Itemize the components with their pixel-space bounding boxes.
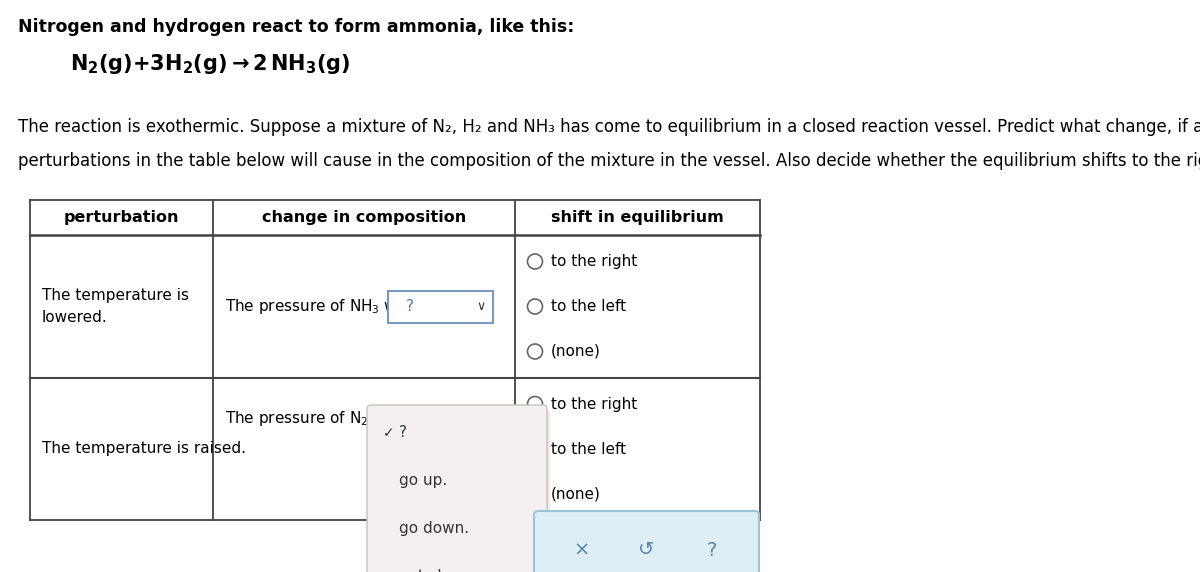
- Text: ↺: ↺: [638, 541, 655, 559]
- Text: to the left: to the left: [551, 299, 626, 314]
- Text: The reaction is exothermic. Suppose a mixture of N₂, H₂ and NH₃ has come to equi: The reaction is exothermic. Suppose a mi…: [18, 118, 1200, 136]
- Text: to the right: to the right: [551, 254, 637, 269]
- Text: The temperature is
lowered.: The temperature is lowered.: [42, 288, 190, 325]
- Text: ✓: ✓: [383, 426, 395, 440]
- Text: (none): (none): [551, 487, 601, 502]
- Text: to the right: to the right: [551, 396, 637, 411]
- FancyBboxPatch shape: [370, 410, 550, 572]
- Text: ?: ?: [707, 541, 716, 559]
- Text: ?: ?: [406, 299, 414, 314]
- Text: go up.: go up.: [398, 473, 448, 488]
- Text: to the left: to the left: [551, 442, 626, 456]
- Text: ∨: ∨: [476, 300, 486, 313]
- FancyBboxPatch shape: [534, 511, 760, 572]
- Text: ×: ×: [574, 541, 589, 559]
- Text: The temperature is raised.: The temperature is raised.: [42, 442, 246, 456]
- Text: shift in equilibrium: shift in equilibrium: [551, 210, 724, 225]
- Text: ?: ?: [398, 426, 407, 440]
- FancyBboxPatch shape: [367, 405, 547, 572]
- Text: perturbations in the table below will cause in the composition of the mixture in: perturbations in the table below will ca…: [18, 152, 1200, 170]
- Text: not change.: not change.: [398, 569, 490, 572]
- Text: Nitrogen and hydrogen react to form ammonia, like this:: Nitrogen and hydrogen react to form ammo…: [18, 18, 575, 36]
- Text: (none): (none): [551, 344, 601, 359]
- Text: The pressure of NH$_3$ will: The pressure of NH$_3$ will: [226, 297, 409, 316]
- Text: The pressure of N$_2$ will: The pressure of N$_2$ will: [226, 410, 398, 428]
- Text: perturbation: perturbation: [64, 210, 179, 225]
- Text: change in composition: change in composition: [262, 210, 466, 225]
- Text: go down.: go down.: [398, 521, 469, 536]
- FancyBboxPatch shape: [388, 291, 493, 323]
- Text: $\mathbf{N_2}$$\mathit{\mathbf{(g)}}$$\mathbf{+3H_2}$$\mathit{\mathbf{(g)}}$$\ma: $\mathbf{N_2}$$\mathit{\mathbf{(g)}}$$\m…: [70, 52, 350, 76]
